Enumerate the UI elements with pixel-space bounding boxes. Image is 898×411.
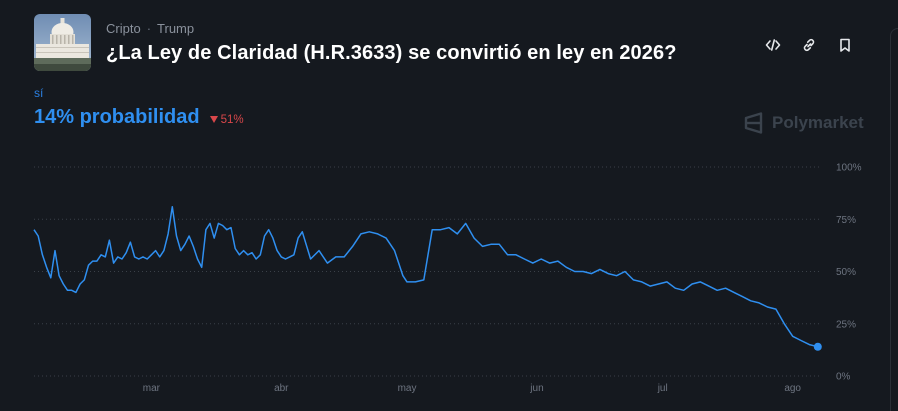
breadcrumb: Cripto · Trump xyxy=(106,21,194,36)
x-tick-label: mar xyxy=(143,383,161,394)
scrollbar[interactable] xyxy=(890,28,898,411)
probability-value: 14% probabilidad xyxy=(34,106,200,128)
chart-series xyxy=(33,205,822,351)
capitol-image xyxy=(34,14,91,71)
embed-button[interactable] xyxy=(762,34,784,56)
action-bar xyxy=(762,34,856,56)
breadcrumb-separator: · xyxy=(146,21,152,36)
bookmark-button[interactable] xyxy=(834,34,856,56)
breadcrumb-cripto[interactable]: Cripto xyxy=(106,21,141,36)
x-tick-label: jul xyxy=(657,383,668,394)
y-tick-label: 25% xyxy=(836,319,856,330)
y-tick-label: 50% xyxy=(836,267,856,278)
polymarket-icon xyxy=(744,112,763,134)
bookmark-icon xyxy=(840,38,850,52)
x-tick-label: jun xyxy=(529,383,543,394)
polymarket-logo: Polymarket xyxy=(744,112,864,134)
triangle-down-icon xyxy=(209,116,218,123)
x-tick-label: ago xyxy=(784,383,801,394)
series-endpoint xyxy=(813,342,822,351)
x-tick-label: may xyxy=(398,383,417,394)
probability-row: 14% probabilidad 51% xyxy=(34,106,244,129)
y-tick-label: 75% xyxy=(836,215,856,226)
outcome-label: sí xyxy=(34,86,44,100)
chart-grid xyxy=(34,166,822,377)
x-axis-ticks: mar abr may jun jul ago xyxy=(143,383,802,394)
market-thumbnail xyxy=(34,14,91,71)
copy-link-button[interactable] xyxy=(798,34,820,56)
y-axis-ticks: 0% 25% 50% 75% 100% xyxy=(836,163,862,383)
probability-change-value: 51% xyxy=(220,113,244,126)
breadcrumb-trump[interactable]: Trump xyxy=(157,21,195,36)
x-tick-label: abr xyxy=(274,383,289,394)
series-line xyxy=(33,205,818,348)
market-title: ¿La Ley de Claridad (H.R.3633) se convir… xyxy=(106,42,677,64)
probability-change: 51% xyxy=(209,113,244,126)
y-tick-label: 0% xyxy=(836,372,851,383)
code-icon xyxy=(765,39,781,51)
y-tick-label: 100% xyxy=(836,163,862,174)
polymarket-wordmark: Polymarket xyxy=(772,113,864,132)
link-icon xyxy=(803,38,815,52)
